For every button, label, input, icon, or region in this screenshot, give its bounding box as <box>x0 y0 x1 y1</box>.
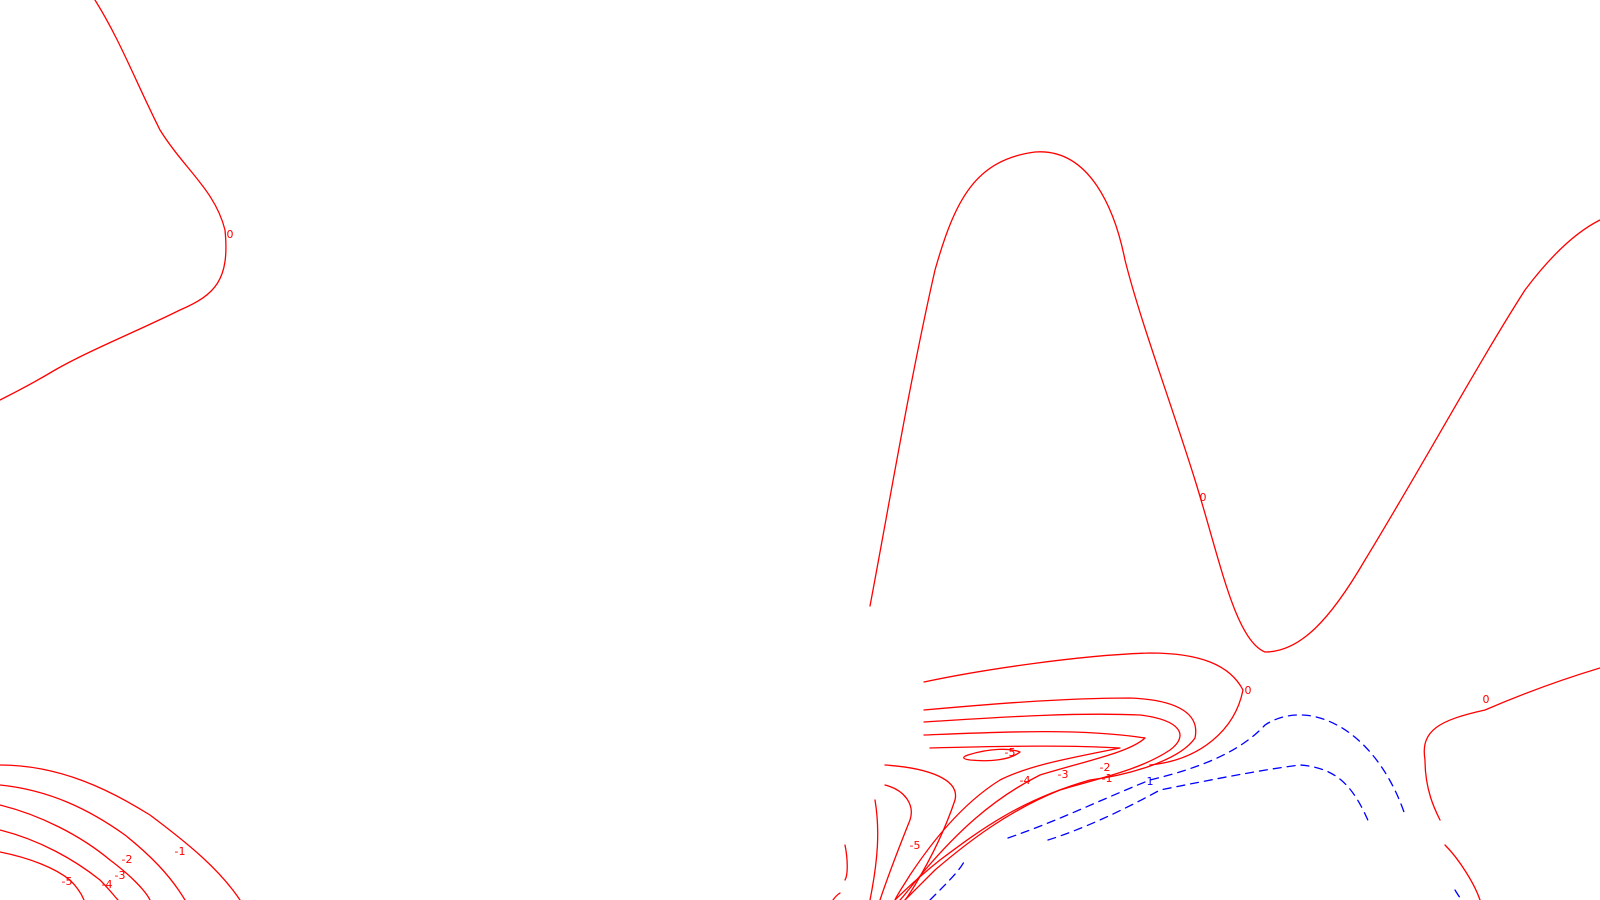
contour-line-0-bottom-right <box>1445 845 1480 900</box>
contour-line-neg1-basin <box>895 698 1196 900</box>
contour-line-neg5-edge-stub <box>845 845 847 880</box>
contour-label-zero-upper-left: 0 <box>227 228 234 241</box>
contour-label-neg1-basin: -1 <box>1102 772 1113 785</box>
contour-line-pos-bottom-right <box>1455 890 1462 900</box>
contour-label-neg2-left: -2 <box>122 853 133 866</box>
contour-label-zero-center: 0 <box>1200 491 1207 504</box>
contour-line-neg2-left <box>0 785 185 900</box>
contour-line-0-upper-left <box>0 0 226 400</box>
contour-line-neg5-lower-inner <box>880 785 911 900</box>
contour-label-neg5-left: -5 <box>62 875 73 888</box>
contour-label-neg3-left: -3 <box>115 869 126 882</box>
contour-label-zero-right: 0 <box>1483 693 1490 706</box>
contour-line-0-right <box>1424 668 1600 820</box>
contour-line-neg5-lower-stub <box>870 800 878 900</box>
contour-label-neg4-basin: -4 <box>1020 774 1031 787</box>
contour-label-neg5-basin: -5 <box>1005 746 1016 759</box>
contour-plot: 0 0 0 0 -1 -2 -3 -4 -5 -5 -4 -3 -2 -1 -5… <box>0 0 1600 900</box>
contour-label-zero-lower-center: 0 <box>1245 684 1252 697</box>
contour-line-pos-lower-left <box>930 860 965 900</box>
contour-line-pos1-inner <box>1048 765 1370 840</box>
contour-line-neg3-basin <box>900 732 1145 900</box>
contour-label-neg1-left: -1 <box>175 845 186 858</box>
contour-line-0-lower-center <box>924 653 1243 765</box>
contour-label-neg5-lower: -5 <box>910 839 921 852</box>
contour-label-neg4-left: -4 <box>102 878 113 891</box>
contour-label-pos1-basin: 1 <box>1147 775 1154 788</box>
contour-line-0-center <box>870 152 1600 652</box>
contour-line-edge-lower <box>833 893 840 900</box>
contour-line-neg5-lower <box>885 765 956 900</box>
contour-label-neg3-basin: -3 <box>1058 768 1069 781</box>
contour-line-neg4-left <box>0 830 118 900</box>
